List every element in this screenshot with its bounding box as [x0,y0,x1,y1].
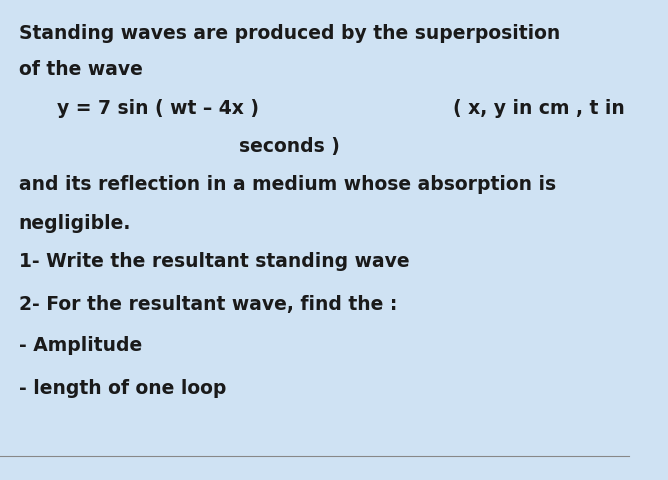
Text: y = 7 sin ( wt – 4x ): y = 7 sin ( wt – 4x ) [57,98,259,118]
Text: 2- For the resultant wave, find the :: 2- For the resultant wave, find the : [19,295,397,314]
Text: ( x, y in cm , t in: ( x, y in cm , t in [453,98,625,118]
Text: negligible.: negligible. [19,214,131,233]
Text: - Amplitude: - Amplitude [19,336,142,355]
Text: Standing waves are produced by the superposition: Standing waves are produced by the super… [19,24,560,43]
Text: 1- Write the resultant standing wave: 1- Write the resultant standing wave [19,252,409,271]
Text: of the wave: of the wave [19,60,143,79]
Text: seconds ): seconds ) [239,137,340,156]
Text: - length of one loop: - length of one loop [19,379,226,398]
Text: and its reflection in a medium whose absorption is: and its reflection in a medium whose abs… [19,175,556,194]
